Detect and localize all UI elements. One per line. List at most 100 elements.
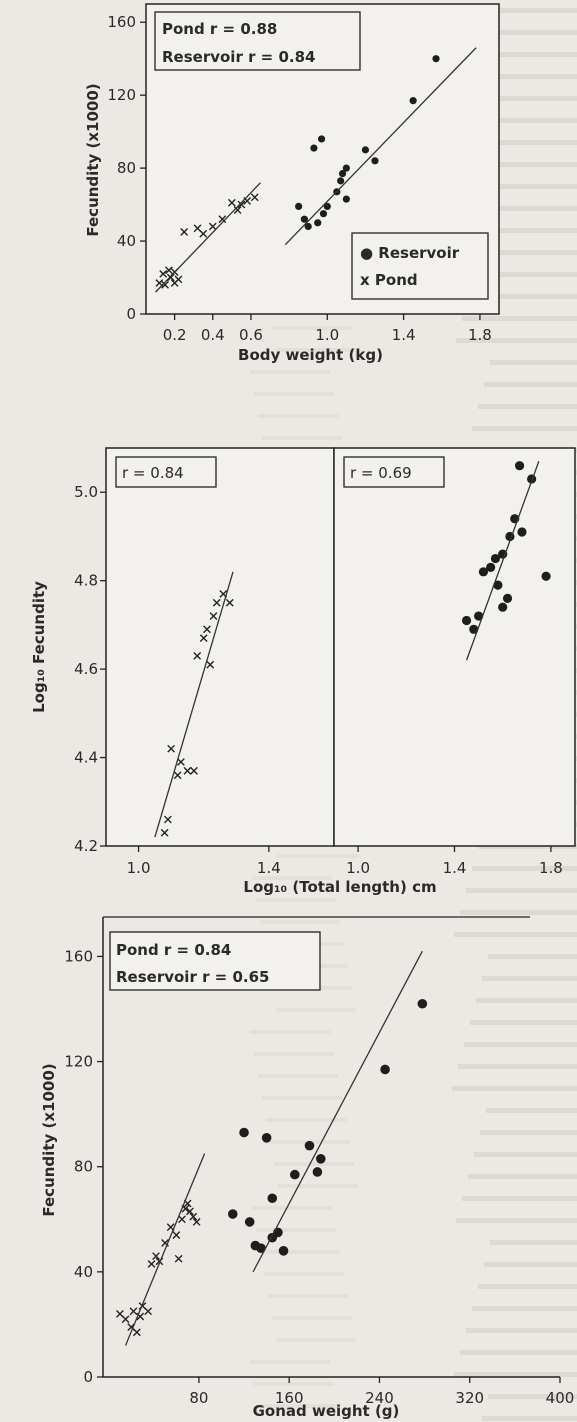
x-marker	[192, 1218, 201, 1226]
x-marker	[237, 200, 246, 209]
x-tick-label: 1.4	[392, 326, 416, 344]
x-marker	[209, 612, 218, 620]
dot-marker	[371, 157, 379, 165]
x-marker	[129, 1307, 138, 1316]
x-tick-label: 1.8	[539, 859, 563, 877]
panel-frame	[333, 447, 576, 847]
x-tick-label: 0.2	[163, 326, 187, 344]
x-axis-label: Body weight (kg)	[238, 346, 383, 364]
dot-marker	[514, 461, 525, 471]
x-marker	[180, 228, 189, 236]
y-tick-label: 0	[126, 305, 136, 323]
annotation-pond-r: Pond r = 0.84	[116, 941, 231, 959]
dot-marker	[461, 615, 472, 626]
dot-marker	[314, 219, 322, 227]
x-tick-label: 0.6	[239, 326, 263, 344]
annotation-r: r = 0.69	[350, 464, 412, 482]
x-tick-label: 1.4	[443, 859, 467, 877]
panel-frame	[105, 447, 335, 847]
annotation-box	[109, 931, 321, 991]
x-marker	[183, 766, 192, 775]
dot-marker	[342, 164, 350, 172]
dot-marker	[244, 1217, 255, 1227]
regression-line	[284, 47, 477, 246]
dot-marker	[498, 602, 508, 612]
x-marker	[178, 1215, 186, 1224]
x-marker	[227, 198, 236, 207]
x-marker	[152, 1252, 160, 1260]
x-marker	[199, 634, 208, 643]
regression-line	[155, 182, 261, 293]
x-marker	[172, 1231, 181, 1239]
x-marker	[206, 660, 215, 669]
annotation-r: r = 0.84	[122, 464, 184, 482]
dot-marker	[267, 1193, 278, 1204]
dot-marker	[469, 624, 479, 634]
dot-marker	[498, 549, 508, 559]
x-tick-label: 400	[546, 1389, 575, 1407]
y-tick-label: 80	[74, 1158, 93, 1176]
dot-marker	[256, 1243, 266, 1253]
x-marker	[163, 815, 172, 824]
dot-marker	[323, 202, 331, 211]
x-marker	[225, 598, 234, 607]
y-axis-label: Log₁₀ Fecundity	[30, 581, 48, 713]
dot-marker	[278, 1246, 289, 1256]
x-marker	[185, 1207, 194, 1216]
dot-marker	[517, 527, 527, 537]
dot-marker	[239, 1127, 249, 1138]
y-tick-label: 40	[74, 1263, 93, 1281]
x-marker	[132, 1328, 141, 1337]
x-marker	[177, 758, 185, 766]
x-marker	[203, 625, 211, 634]
y-tick-label: 120	[64, 1053, 93, 1071]
y-tick-label: 0	[83, 1368, 93, 1386]
x-marker	[174, 1254, 183, 1263]
x-marker	[167, 744, 176, 753]
regression-line	[465, 461, 540, 661]
dot-marker	[300, 215, 308, 223]
dot-marker	[493, 580, 503, 590]
x-tick-label: 1.4	[257, 859, 281, 877]
dot-marker	[315, 1154, 326, 1164]
x-marker	[233, 206, 242, 214]
y-axis-label: Fecundity (x1000)	[40, 1063, 58, 1216]
dot-marker	[319, 210, 328, 218]
dot-marker	[304, 222, 312, 231]
dot-marker	[380, 1064, 390, 1075]
annotation-reservoir-r: Reservoir r = 0.65	[116, 968, 270, 986]
regression-line	[124, 1153, 206, 1346]
dot-marker	[409, 97, 417, 105]
x-marker	[121, 1315, 130, 1324]
annotation-reservoir-r: Reservoir r = 0.84	[162, 48, 316, 66]
dot-marker	[261, 1133, 272, 1143]
x-tick-label: 1.0	[346, 859, 370, 877]
x-marker	[165, 266, 173, 275]
x-tick-label: 160	[275, 1389, 304, 1407]
y-tick-label: 4.2	[74, 837, 98, 855]
chart-body-weight: 0.2 0.4 0.6 1.0 1.4 1.8 0 40 80 120 160 Body weight…	[84, 3, 500, 364]
annotation-box	[154, 11, 361, 71]
x-marker	[199, 229, 208, 238]
x-marker	[161, 280, 169, 289]
x-marker	[173, 771, 182, 780]
y-tick-label: 4.6	[74, 660, 98, 678]
x-tick-label: 320	[455, 1389, 484, 1407]
x-marker	[193, 651, 202, 660]
x-tick-label: 80	[189, 1389, 208, 1407]
dot-marker	[486, 562, 496, 573]
x-marker	[159, 269, 168, 278]
y-tick-label: 4.8	[74, 572, 98, 590]
dot-marker	[312, 1167, 323, 1177]
dot-marker	[295, 202, 303, 211]
x-tick-label: 1.0	[315, 326, 339, 344]
dot-marker	[474, 611, 484, 621]
y-tick-label: 5.0	[74, 483, 98, 501]
x-tick-label: 0.4	[201, 326, 225, 344]
y-tick-label: 160	[107, 13, 136, 31]
dot-marker	[478, 567, 489, 577]
dot-marker	[490, 553, 501, 564]
